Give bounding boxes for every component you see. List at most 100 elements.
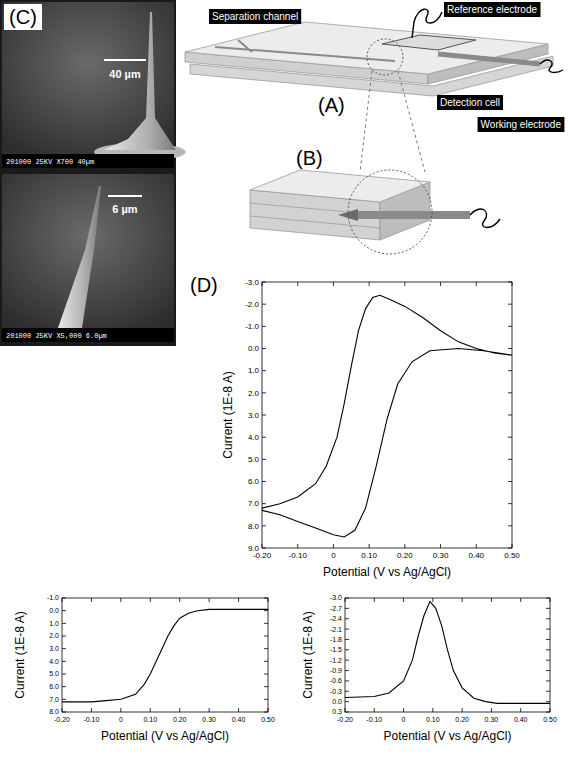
x-tick-label: 0.40: [232, 716, 246, 723]
x-tick-label: 0.40: [468, 551, 484, 560]
y-tick: [546, 660, 550, 661]
y-tick: [508, 304, 512, 305]
y-tick: [264, 674, 268, 675]
x-axis-title: Potential (V vs Ag/AgCl): [101, 729, 229, 743]
data-group: [62, 609, 268, 701]
y-tick-label: 6.0: [248, 477, 260, 486]
y-tick-label: 0.3: [332, 708, 342, 715]
y-tick: [508, 459, 512, 460]
x-tick: [476, 544, 477, 548]
scale-bar: [108, 195, 142, 197]
y-tick: [546, 649, 550, 650]
x-tick: [150, 708, 151, 712]
y-tick: [508, 481, 512, 482]
x-tick: [333, 282, 334, 286]
y-tick-label: -1.0: [245, 322, 259, 331]
y-tick-label: -0.3: [330, 688, 342, 695]
y-tick: [262, 437, 266, 438]
y-axis-title: Current (1E-8 A): [221, 371, 235, 458]
y-tick-label: 0.0: [49, 607, 59, 614]
chip-top: [185, 22, 548, 74]
panel-letter: (A): [318, 94, 345, 116]
x-tick: [462, 708, 463, 712]
y-tick-label: 4.0: [49, 658, 59, 665]
y-tick-label: 7.0: [248, 499, 260, 508]
x-tick: [209, 598, 210, 602]
x-tick: [62, 708, 63, 712]
y-tick: [508, 503, 512, 504]
y-tick-label: -2.1: [330, 626, 342, 633]
schematic: Separation channelReference electrodeDet…: [185, 2, 564, 172]
x-tick-label: 0.20: [173, 716, 187, 723]
y-tick-label: -1.2: [330, 657, 342, 664]
x-tick: [550, 598, 551, 602]
y-tick: [345, 680, 349, 681]
y-tick: [62, 699, 66, 700]
x-tick-label: 0.10: [361, 551, 377, 560]
curve: [345, 601, 550, 703]
y-tick-label: 8.0: [248, 522, 260, 531]
y-tick-label: -2.4: [330, 615, 342, 622]
electrode-wire: [470, 209, 500, 228]
y-tick: [546, 701, 550, 702]
x-tick: [512, 544, 513, 548]
x-tick-label: -0.20: [337, 716, 353, 723]
x-tick: [238, 598, 239, 602]
x-tick-label: 0.30: [433, 551, 449, 560]
y-tick: [546, 680, 550, 681]
x-tick-label: 0.50: [543, 716, 557, 723]
y-tick: [262, 370, 266, 371]
x-tick: [403, 708, 404, 712]
y-tick-label: -3.0: [245, 278, 259, 287]
x-tick-label: -0.20: [54, 716, 70, 723]
y-tick: [508, 348, 512, 349]
chip-top: [250, 170, 430, 202]
y-tick: [264, 623, 268, 624]
x-tick: [297, 544, 298, 548]
y-tick: [262, 525, 266, 526]
y-tick: [62, 623, 66, 624]
x-tick-label: 0: [119, 716, 123, 723]
label-box: [209, 9, 301, 24]
x-tick: [550, 708, 551, 712]
y-tick-label: 2.0: [49, 632, 59, 639]
x-tick: [440, 282, 441, 286]
zoom-view: (B): [250, 147, 500, 254]
data-group: [345, 601, 550, 703]
x-tick: [238, 708, 239, 712]
chart: -0.20-0.1000.100.200.300.400.50-3.0-2.7-…: [301, 594, 557, 743]
x-tick: [91, 708, 92, 712]
x-tick-label: 0.20: [397, 551, 413, 560]
y-tick: [345, 618, 349, 619]
working-wire: [540, 60, 563, 72]
y-tick: [345, 598, 349, 599]
x-tick-label: 0.20: [455, 716, 469, 723]
sem-image: [2, 174, 174, 328]
x-tick: [403, 598, 404, 602]
y-tick-label: -2.7: [330, 605, 342, 612]
y-tick: [345, 639, 349, 640]
y-tick: [508, 415, 512, 416]
y-tick: [345, 660, 349, 661]
x-tick: [374, 708, 375, 712]
y-tick: [546, 608, 550, 609]
x-tick: [262, 544, 263, 548]
y-tick: [345, 712, 349, 713]
x-tick: [462, 598, 463, 602]
y-tick: [345, 649, 349, 650]
x-tick: [369, 544, 370, 548]
y-tick: [262, 326, 266, 327]
x-tick: [404, 282, 405, 286]
data-group: [262, 295, 512, 537]
y-tick: [546, 618, 550, 619]
schematic-label: Working electrode: [481, 119, 562, 130]
x-tick-label: -0.10: [289, 551, 308, 560]
y-tick: [62, 598, 66, 599]
x-tick-label: 0.30: [202, 716, 216, 723]
y-tick: [508, 282, 512, 283]
y-tick: [345, 670, 349, 671]
y-tick-label: 3.0: [248, 411, 260, 420]
y-tick: [264, 648, 268, 649]
scale-label: 40 µm: [109, 68, 141, 80]
schematic-label: Detection cell: [440, 97, 500, 108]
